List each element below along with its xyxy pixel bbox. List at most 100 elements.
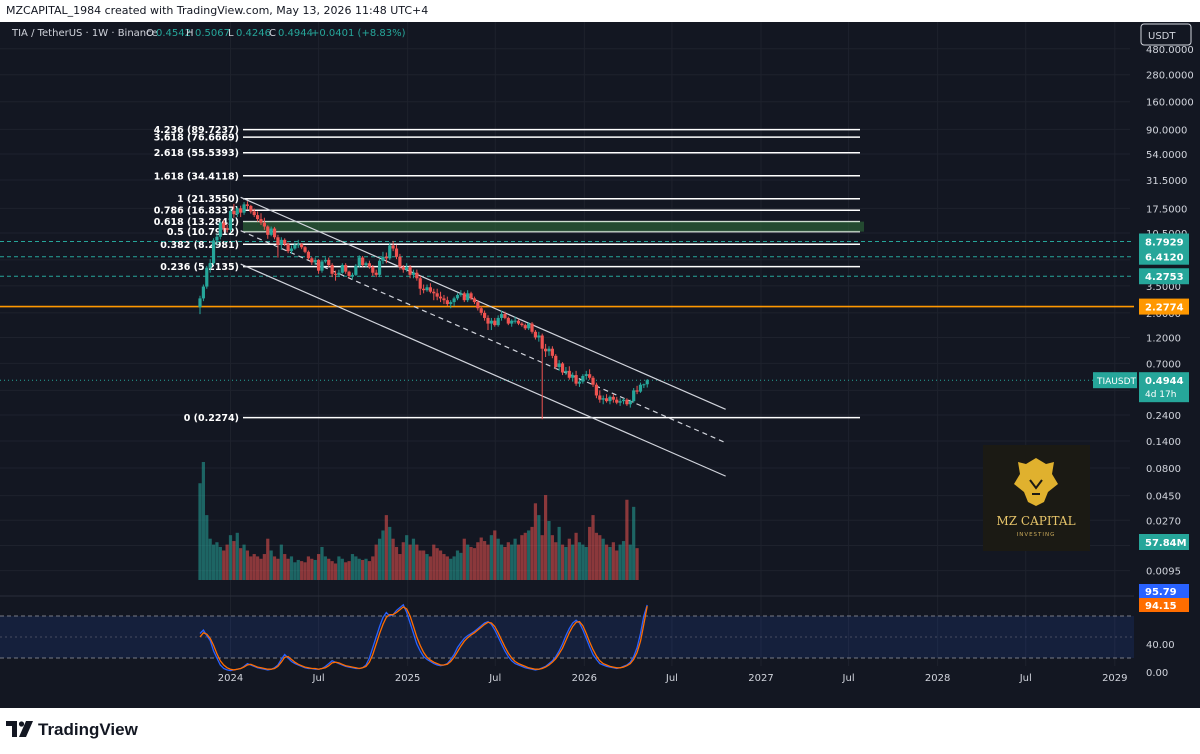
stoch-value-text: 94.15 [1145, 601, 1177, 612]
time-tick: Jul [1019, 673, 1032, 684]
candle-body [598, 395, 602, 400]
candle-body [316, 259, 321, 271]
price-tick: 0.0095 [1146, 567, 1181, 578]
candle-body [347, 271, 351, 276]
level-price-badge [1139, 233, 1189, 250]
time-tick: 2027 [748, 673, 773, 684]
stoch-value-badge [1139, 584, 1189, 598]
candle-body [262, 222, 266, 227]
volume-bar [632, 506, 636, 580]
volume-bar [611, 542, 615, 580]
volume-bar [330, 561, 334, 580]
volume-bar [567, 538, 571, 580]
volume-bar [489, 535, 493, 580]
volume-bar [296, 559, 300, 580]
candle-body [571, 375, 575, 378]
level-price-badge [1139, 298, 1189, 315]
candle-body [604, 398, 609, 402]
candle-body [452, 298, 456, 303]
candle-body [408, 266, 412, 275]
volume-bar [259, 558, 263, 580]
volume-bar [201, 462, 205, 580]
level-price-text: 8.7929 [1145, 237, 1184, 248]
candle-body [330, 264, 334, 274]
candle-body [300, 244, 304, 248]
candle-body [554, 355, 558, 368]
candle-body [418, 278, 422, 289]
volume-bar [540, 535, 544, 580]
candle-body [266, 226, 270, 235]
candle-body [303, 247, 307, 252]
volume-bar [252, 554, 256, 580]
candle-body [499, 314, 504, 318]
candle-body [560, 363, 565, 373]
tradingview-brand[interactable]: TradingView [38, 720, 138, 739]
candle-body [211, 240, 216, 264]
volume-bar [479, 537, 483, 580]
candle-body [455, 294, 460, 299]
volume-badge [1139, 534, 1189, 550]
legend-change: +0.0401 (+8.83%) [311, 28, 406, 39]
price-tick: 0.7000 [1146, 359, 1181, 370]
chart-area[interactable]: 4.236 (89.7237)3.618 (76.6669) 2.618 (55.… [0, 22, 1200, 708]
fib-level-label: 0.618 (13.2842) [154, 217, 239, 228]
candle-body [625, 399, 629, 405]
descending-channel[interactable] [240, 196, 726, 477]
volume-bar [391, 538, 395, 580]
candle-body [635, 390, 639, 392]
time-tick: Jul [488, 673, 501, 684]
candle-body [310, 258, 314, 263]
volume-bar [279, 544, 283, 580]
candle-body [428, 287, 432, 292]
volume-bar [215, 542, 219, 580]
volume-bars [198, 462, 639, 580]
time-tick: Jul [312, 673, 325, 684]
mz-capital-watermark: MZ CAPITAL INVESTING [983, 445, 1090, 551]
volume-bar [571, 544, 575, 580]
fib-level-label: 0.5 (10.7912) [167, 227, 239, 238]
volume-bar [384, 515, 388, 580]
volume-bar [594, 532, 599, 580]
candle-body [564, 370, 568, 373]
footer-bar: TradingView [0, 708, 1200, 754]
candle-body [506, 317, 510, 324]
candle-body [611, 396, 615, 400]
volume-bar [625, 499, 629, 580]
candle-body [516, 320, 521, 324]
volume-bar [262, 554, 266, 580]
candle-body [276, 237, 280, 245]
candle-body [327, 259, 331, 265]
volume-bar [303, 562, 307, 580]
candle-body [442, 298, 446, 301]
level-zones [0, 221, 1134, 381]
time-axis[interactable]: 2024 Jul 2025 Jul 2026 Jul 2027 Jul 2028 Jul 2029 [218, 673, 1128, 684]
volume-bar [574, 532, 578, 580]
volume-bar [361, 559, 365, 580]
volume-bar [621, 541, 626, 580]
price-tick: 280.0000 [1146, 71, 1194, 82]
price-tick: 160.0000 [1146, 98, 1194, 109]
candle-body [537, 335, 541, 338]
volume-bar [198, 483, 202, 580]
volume-bar [503, 546, 507, 580]
currency-button[interactable]: USDT [1140, 23, 1192, 46]
volume-bar [340, 558, 344, 580]
currency-label: USDT [1148, 31, 1176, 42]
candle-body [293, 244, 297, 249]
candlestick-series [198, 201, 649, 420]
candle-body [632, 390, 636, 402]
candle-body [391, 245, 395, 249]
volume-bar [449, 558, 453, 580]
volume-bar [581, 544, 585, 580]
fibonacci-retracement[interactable]: 4.236 (89.7237)3.618 (76.6669) 2.618 (55.… [154, 125, 860, 424]
volume-bar [327, 558, 331, 580]
volume-bar [388, 526, 392, 580]
candle-body [527, 323, 531, 329]
volume-bar [249, 556, 253, 580]
volume-bar [608, 546, 612, 580]
price-axis[interactable]: 480.0000 280.0000 160.0000 90.0000 54.0000 31… [1093, 22, 1200, 708]
volume-bar [486, 544, 490, 580]
candle-body [550, 348, 554, 356]
volume-bar [527, 530, 531, 580]
candle-body [476, 302, 480, 309]
